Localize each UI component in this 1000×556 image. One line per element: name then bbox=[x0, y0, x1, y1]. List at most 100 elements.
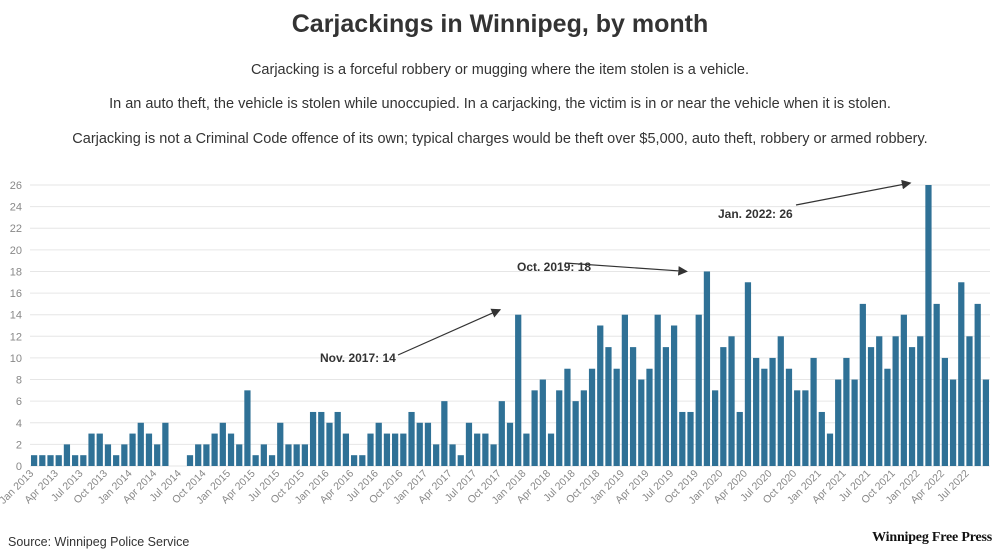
bar bbox=[121, 444, 128, 466]
bar bbox=[367, 433, 374, 466]
bar bbox=[908, 347, 916, 466]
bar bbox=[761, 368, 768, 466]
annotation-arrow bbox=[564, 262, 688, 276]
bar bbox=[260, 444, 267, 466]
bar bbox=[408, 411, 415, 466]
bar bbox=[695, 314, 702, 466]
bar bbox=[383, 433, 391, 466]
bar bbox=[712, 390, 719, 466]
y-tick-label: 22 bbox=[10, 223, 22, 235]
bar bbox=[268, 455, 276, 466]
annotation-arrow bbox=[795, 179, 912, 206]
bar bbox=[794, 390, 801, 466]
bar bbox=[900, 314, 907, 466]
bar bbox=[318, 411, 325, 466]
bar bbox=[30, 455, 38, 466]
bar bbox=[613, 368, 620, 466]
bar bbox=[236, 444, 243, 466]
bar bbox=[244, 390, 251, 466]
bar bbox=[252, 455, 259, 466]
bar bbox=[917, 336, 924, 466]
bar bbox=[876, 336, 883, 466]
bar bbox=[285, 444, 292, 466]
bar bbox=[531, 390, 538, 466]
annotation-label: Jan. 2022: 26 bbox=[718, 207, 793, 221]
bar bbox=[638, 379, 645, 466]
bar bbox=[416, 422, 423, 466]
bar bbox=[441, 401, 448, 466]
subtitle-criminal-code: Carjacking is not a Criminal Code offenc… bbox=[72, 131, 928, 147]
bar bbox=[539, 379, 546, 466]
bar bbox=[482, 433, 489, 466]
bar bbox=[720, 347, 727, 466]
bar bbox=[818, 411, 825, 466]
bar bbox=[203, 444, 210, 466]
y-tick-label: 10 bbox=[10, 353, 22, 365]
bar bbox=[629, 347, 637, 466]
bar bbox=[777, 336, 784, 466]
bar bbox=[96, 433, 103, 466]
bar bbox=[88, 433, 95, 466]
y-tick-label: 20 bbox=[10, 245, 22, 257]
y-tick-label: 26 bbox=[10, 180, 22, 192]
bar bbox=[736, 411, 743, 466]
bar bbox=[39, 455, 46, 466]
bar bbox=[433, 444, 440, 466]
bar bbox=[211, 433, 218, 466]
bar bbox=[277, 422, 284, 466]
bar bbox=[195, 444, 202, 466]
bar bbox=[769, 357, 776, 466]
bar bbox=[687, 411, 694, 466]
bar bbox=[129, 433, 136, 466]
bar bbox=[55, 455, 62, 466]
brand-logo: Winnipeg Free Press bbox=[872, 530, 992, 545]
bar bbox=[392, 433, 399, 466]
bar bbox=[474, 433, 481, 466]
chart-title: Carjackings in Winnipeg, by month bbox=[291, 10, 709, 38]
bar bbox=[572, 401, 579, 466]
bar bbox=[449, 444, 456, 466]
y-tick-label: 2 bbox=[16, 439, 22, 451]
bar bbox=[63, 444, 71, 466]
bar bbox=[72, 455, 79, 466]
bar bbox=[785, 368, 793, 466]
subtitle-auto-theft: In an auto theft, the vehicle is stolen … bbox=[109, 96, 891, 112]
bar bbox=[219, 422, 226, 466]
bar bbox=[925, 185, 932, 466]
bar bbox=[892, 336, 899, 466]
bar bbox=[515, 314, 522, 466]
bar bbox=[588, 368, 596, 466]
bar bbox=[137, 422, 144, 466]
bar bbox=[646, 368, 653, 466]
bar bbox=[498, 401, 505, 466]
bar bbox=[350, 455, 358, 466]
bar bbox=[186, 455, 194, 466]
bar bbox=[547, 433, 555, 466]
source-note: Source: Winnipeg Police Service bbox=[8, 535, 190, 549]
bar bbox=[851, 379, 858, 466]
bar bbox=[843, 357, 850, 466]
bar bbox=[753, 357, 760, 466]
bar bbox=[884, 368, 891, 466]
bar bbox=[457, 455, 464, 466]
bar bbox=[465, 422, 473, 466]
y-tick-label: 14 bbox=[10, 310, 22, 322]
bar bbox=[359, 455, 366, 466]
annotation-label: Nov. 2017: 14 bbox=[320, 351, 396, 365]
y-tick-label: 8 bbox=[16, 375, 22, 387]
y-tick-label: 16 bbox=[10, 288, 22, 300]
bar bbox=[375, 422, 382, 466]
bar bbox=[974, 303, 981, 466]
bar bbox=[424, 422, 432, 466]
bar bbox=[654, 314, 661, 466]
bar bbox=[162, 422, 169, 466]
bar bbox=[744, 282, 752, 466]
bar bbox=[966, 336, 973, 466]
y-tick-label: 6 bbox=[16, 396, 22, 408]
bar bbox=[293, 444, 300, 466]
bar bbox=[933, 303, 940, 466]
bar bbox=[334, 411, 341, 466]
bar bbox=[662, 347, 670, 466]
bar bbox=[154, 444, 161, 466]
